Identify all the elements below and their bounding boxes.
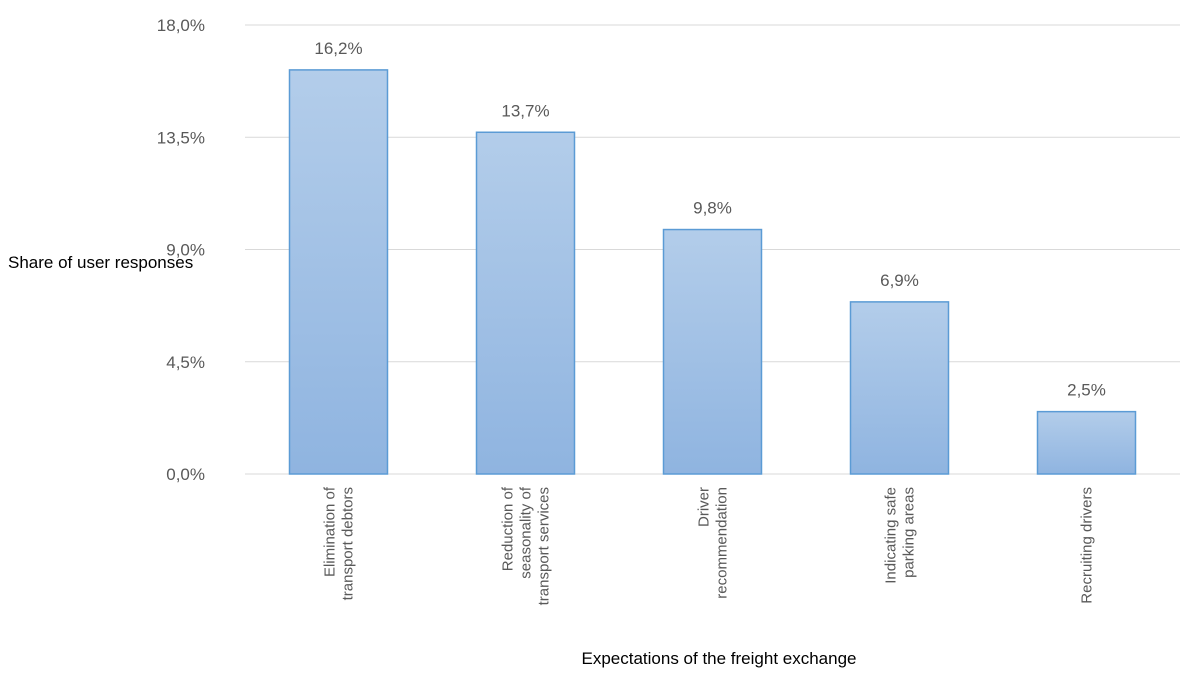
bar xyxy=(475,131,576,475)
x-category-label: Indicating safeparking areas xyxy=(883,487,918,584)
x-category-label: Elimination oftransport debtors xyxy=(322,486,357,600)
x-axis-title: Expectations of the freight exchange xyxy=(581,649,856,668)
data-labels: 16,2% 13,7% 9,8% 6,9% 2,5% xyxy=(314,39,1105,400)
x-category-label-line: Elimination of xyxy=(322,486,339,577)
bar xyxy=(849,301,950,475)
bars xyxy=(288,69,1137,475)
x-category-label-line: recommendation xyxy=(714,487,731,599)
data-label: 2,5% xyxy=(1067,381,1106,400)
y-tick-label: 4,5% xyxy=(166,353,205,372)
data-label: 16,2% xyxy=(314,39,362,58)
data-label: 13,7% xyxy=(501,101,549,120)
y-tick-label: 18,0% xyxy=(157,16,205,35)
bar xyxy=(288,69,389,475)
y-tick-label: 13,5% xyxy=(157,128,205,147)
bar xyxy=(1036,410,1137,475)
x-category-label-line: Driver xyxy=(696,487,713,527)
y-tick-label: 9,0% xyxy=(166,241,205,260)
x-category-label-line: parking areas xyxy=(901,487,918,578)
x-category-label-line: Recruiting drivers xyxy=(1079,487,1096,604)
x-category-label-line: transport debtors xyxy=(340,487,357,600)
x-category-label: Driverrecommendation xyxy=(696,487,731,599)
x-category-label-line: Indicating safe xyxy=(883,487,900,584)
bar xyxy=(662,228,763,475)
y-tick-label: 0,0% xyxy=(166,465,205,484)
x-category-label: Recruiting drivers xyxy=(1079,487,1096,604)
x-category-label-line: Reduction of xyxy=(500,486,517,571)
x-axis-categories: Elimination oftransport debtors Reduction… xyxy=(322,486,1096,605)
data-label: 9,8% xyxy=(693,199,732,218)
x-category-label: Reduction ofseasonality oftransport serv… xyxy=(500,486,553,605)
x-category-label-line: transport services xyxy=(536,487,553,605)
data-label: 6,9% xyxy=(880,271,919,290)
y-axis-ticks: 0,0% 4,5% 9,0% 13,5% 18,0% xyxy=(157,16,205,484)
x-category-label-line: seasonality of xyxy=(518,486,535,579)
y-axis-title: Share of user responses xyxy=(8,253,193,272)
